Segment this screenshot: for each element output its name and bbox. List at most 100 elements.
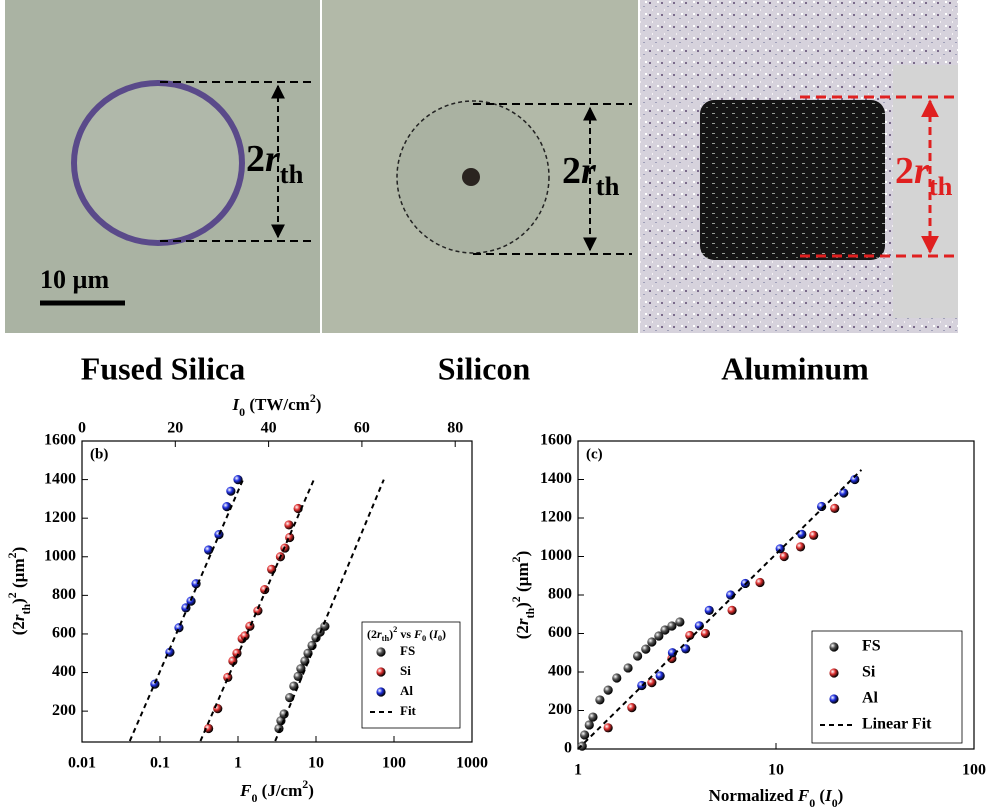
- data-point: [223, 673, 232, 682]
- text-piece: (2: [513, 625, 532, 639]
- data-point: [701, 629, 710, 638]
- x-tick-label: 0.1: [150, 755, 170, 772]
- y-tick-label: 800: [548, 586, 572, 603]
- y-tick-label: 1600: [540, 432, 572, 449]
- text-piece: r: [265, 138, 281, 180]
- y-tick-label: 600: [52, 625, 76, 642]
- data-point: [675, 617, 684, 626]
- text-piece: (2: [9, 621, 28, 635]
- legend-label: Al: [862, 690, 879, 707]
- text-piece: ): [513, 551, 532, 557]
- text-piece: F: [239, 781, 252, 800]
- legend-marker: [376, 687, 385, 696]
- legend-label: FS: [400, 643, 415, 658]
- legend-marker: [829, 694, 838, 703]
- x-tick-label: 10: [308, 755, 324, 772]
- text-piece: r: [914, 150, 930, 192]
- text-piece: ): [838, 786, 844, 805]
- image-label: Fused Silica: [81, 350, 245, 386]
- x-tick-label: 100: [962, 762, 986, 779]
- page: 2rth 10 µm 2rth 2rth Fused Silica Silico…: [0, 0, 993, 808]
- data-point: [612, 673, 621, 682]
- legend-label: Linear Fit: [862, 716, 932, 733]
- data-point: [604, 685, 613, 694]
- panel-label: (b): [90, 446, 108, 462]
- data-point: [588, 712, 597, 721]
- x2-tick-label: 80: [447, 420, 463, 437]
- y-tick-label: 200: [548, 701, 572, 718]
- text-piece: F: [797, 786, 810, 805]
- x-tick-label: 1000: [456, 755, 488, 772]
- text-piece: r: [581, 150, 597, 192]
- legend-label: FS: [862, 638, 881, 655]
- legend-marker: [376, 667, 385, 676]
- panel-label: (c): [586, 446, 603, 462]
- y-axis-label: (2rth)2 (µm2): [5, 547, 33, 636]
- data-point: [595, 695, 604, 704]
- data-point: [604, 723, 613, 732]
- text-piece: 2: [246, 138, 265, 180]
- data-point: [633, 651, 642, 660]
- data-point: [585, 720, 594, 729]
- x2-axis-label: I0 (TW/cm2): [232, 391, 322, 419]
- text-piece: ): [442, 627, 446, 641]
- image-label: Aluminum: [721, 350, 869, 386]
- data-point: [796, 542, 805, 551]
- data-point: [641, 644, 650, 653]
- data-point: [214, 530, 223, 539]
- y-tick-label: 600: [548, 624, 572, 641]
- data-point: [809, 531, 818, 540]
- text-piece: (µm: [513, 562, 532, 596]
- y-tick-label: 400: [52, 663, 76, 680]
- image-silicon: 2rth: [322, 0, 638, 333]
- image-label: Silicon: [438, 350, 531, 386]
- x-tick-label: 1: [574, 762, 582, 779]
- y-tick-label: 1400: [44, 470, 76, 487]
- legend-label: Si: [862, 664, 876, 681]
- data-point: [830, 504, 839, 513]
- image-fused-silica: 2rth 10 µm: [5, 0, 320, 333]
- text-piece: Normalized: [709, 786, 798, 805]
- text-piece: th: [19, 603, 33, 614]
- y-tick-label: 1200: [44, 509, 76, 526]
- y-tick-label: 800: [52, 586, 76, 603]
- data-point: [627, 703, 636, 712]
- data-point: [580, 730, 589, 739]
- data-point: [245, 622, 254, 631]
- text-piece: th: [929, 171, 953, 201]
- x2-tick-label: 40: [261, 420, 277, 437]
- y-tick-label: 1200: [540, 509, 572, 526]
- text-piece: (: [426, 627, 433, 641]
- text-piece: ): [316, 395, 322, 414]
- x-tick-label: 0.01: [68, 755, 96, 772]
- figure: 2rth 10 µm 2rth 2rth Fused Silica Silico…: [0, 0, 993, 808]
- text-piece: (: [815, 786, 825, 805]
- legend-label: Si: [400, 663, 411, 678]
- text-piece: (J/cm: [257, 781, 302, 800]
- y-tick-label: 200: [52, 702, 76, 719]
- x-tick-label: 100: [382, 755, 406, 772]
- text-piece: ): [308, 781, 314, 800]
- y-tick-label: 0: [564, 740, 572, 757]
- text-piece: th: [280, 159, 304, 189]
- legend-label: Al: [400, 683, 413, 698]
- data-point: [174, 623, 183, 632]
- legend-marker: [376, 647, 385, 656]
- data-point: [705, 606, 714, 615]
- image-aluminum: 2rth: [640, 0, 958, 333]
- data-point: [226, 487, 235, 496]
- text-piece: 2: [562, 150, 581, 192]
- y-tick-label: 1400: [540, 470, 572, 487]
- legend-label: Fit: [400, 703, 417, 718]
- x2-tick-label: 20: [167, 420, 183, 437]
- y-axis-label: (2rth)2 (µm2): [509, 551, 537, 640]
- data-point: [284, 520, 293, 529]
- text-piece: (µm: [9, 558, 28, 592]
- text-piece: (TW/cm: [245, 395, 310, 414]
- data-point: [839, 488, 848, 497]
- data-point: [647, 637, 656, 646]
- legend-marker: [829, 642, 838, 651]
- data-point: [213, 704, 222, 713]
- text-piece: ): [9, 547, 28, 553]
- x2-tick-label: 60: [354, 420, 370, 437]
